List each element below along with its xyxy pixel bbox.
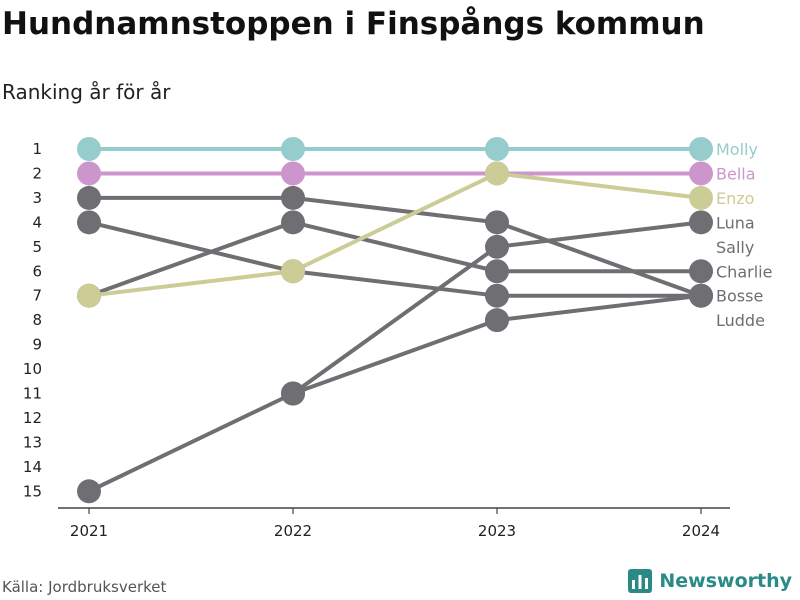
end-label-ludde: Ludde — [716, 311, 765, 330]
data-point-ludde — [485, 308, 509, 333]
chart-subtitle: Ranking år för år — [2, 80, 171, 104]
y-tick-label: 13 — [23, 433, 42, 451]
brand[interactable]: Newsworthy — [627, 568, 792, 594]
data-point-bella — [77, 161, 101, 186]
data-point-bosse — [689, 210, 713, 235]
data-point-bella — [281, 161, 305, 186]
data-point-molly — [77, 137, 101, 161]
brand-name: Newsworthy — [659, 570, 792, 592]
y-tick-label: 3 — [32, 189, 42, 207]
chart-title: Hundnamnstoppen i Finspångs kommun — [2, 6, 705, 42]
end-labels: Molly Bella Enzo Luna Sally Charlie Bosse Ludde — [716, 140, 772, 330]
data-point-bosse — [485, 234, 509, 259]
y-tick-label: 15 — [23, 482, 42, 500]
series-points — [77, 137, 713, 504]
y-tick-label: 9 — [32, 336, 42, 354]
y-tick-label: 5 — [32, 238, 42, 256]
source-note: Källa: Jordbruksverket — [2, 578, 167, 596]
x-tick-label: 2024 — [682, 522, 720, 540]
series-lines — [87, 147, 703, 494]
data-point-bella — [689, 161, 713, 186]
x-tick-label: 2022 — [274, 522, 312, 540]
series-line-bosse — [87, 220, 703, 494]
data-point-charlie — [689, 259, 713, 284]
y-tick-label: 11 — [23, 385, 42, 403]
data-point-bosse — [77, 479, 101, 504]
data-point-sally — [77, 210, 101, 235]
data-point-enzo — [77, 283, 101, 308]
end-label-bosse: Bosse — [716, 287, 763, 306]
data-point-luna — [281, 185, 305, 210]
y-tick-label: 12 — [23, 409, 42, 427]
data-point-luna — [77, 185, 101, 210]
y-tick-label: 4 — [32, 213, 42, 231]
series-line-sally — [87, 220, 703, 298]
data-point-enzo — [281, 259, 305, 284]
end-label-enzo: Enzo — [716, 189, 754, 208]
data-point-charlie — [281, 210, 305, 235]
y-tick-label: 8 — [32, 311, 42, 329]
y-tick-label: 10 — [23, 360, 42, 378]
end-label-molly: Molly — [716, 140, 758, 159]
y-tick-label: 6 — [32, 262, 42, 280]
data-point-molly — [485, 137, 509, 161]
series-line-luna — [87, 195, 703, 298]
y-tick-label: 1 — [32, 140, 42, 158]
y-tick-label: 14 — [23, 458, 42, 476]
x-tick-labels: 2021 2022 2023 2024 — [70, 508, 720, 540]
y-tick-label: 7 — [32, 287, 42, 305]
series-line-enzo — [87, 171, 703, 298]
end-label-sally: Sally — [716, 238, 754, 257]
end-label-luna: Luna — [716, 213, 755, 232]
data-point-enzo — [485, 161, 509, 186]
series-line-charlie — [87, 220, 703, 298]
data-point-luna — [485, 210, 509, 235]
data-point-molly — [281, 137, 305, 161]
data-point-molly — [689, 137, 713, 161]
data-point-enzo — [689, 185, 713, 210]
end-label-charlie: Charlie — [716, 262, 772, 281]
end-label-bella: Bella — [716, 164, 756, 183]
data-point-ludde — [281, 381, 305, 406]
data-point-sally — [485, 283, 509, 308]
x-tick-label: 2023 — [478, 522, 516, 540]
x-tick-label: 2021 — [70, 522, 108, 540]
y-tick-label: 2 — [32, 164, 42, 182]
data-point-charlie — [485, 259, 509, 284]
data-point-ludde — [689, 283, 713, 308]
bar-chart-logo-icon — [628, 569, 653, 593]
